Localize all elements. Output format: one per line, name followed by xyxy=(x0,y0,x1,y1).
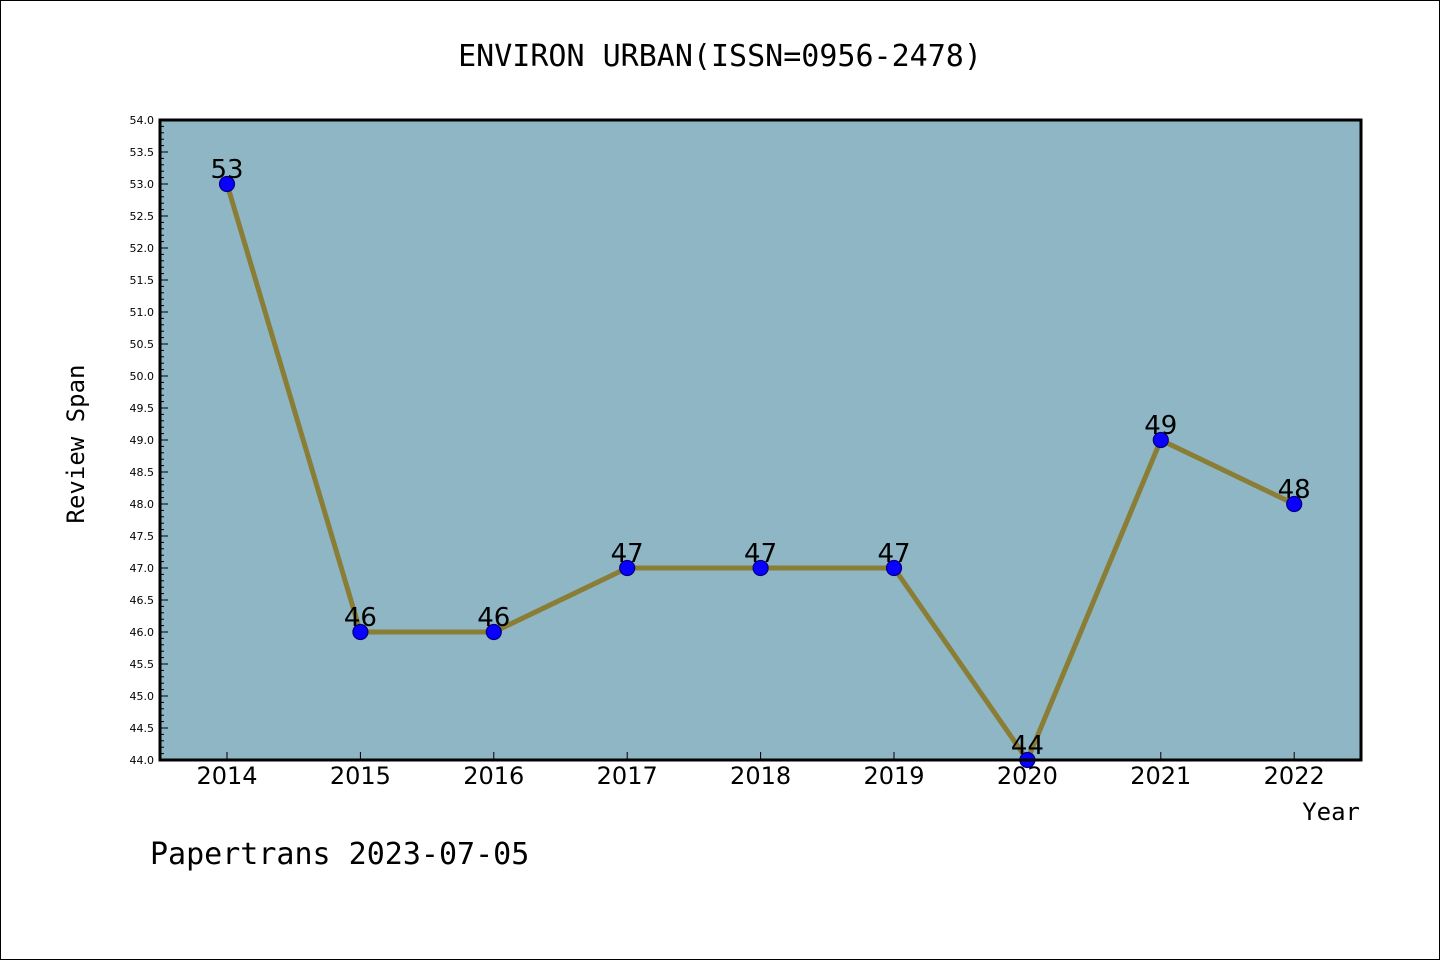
data-point xyxy=(619,559,636,577)
x-tick-label: 2016 xyxy=(463,762,524,790)
data-label: 48 xyxy=(1278,475,1311,505)
data-label: 47 xyxy=(611,539,644,569)
y-tick-label: 49.5 xyxy=(130,402,155,415)
y-tick-label: 44.5 xyxy=(130,722,155,735)
y-tick-label: 51.5 xyxy=(130,274,155,287)
data-label: 53 xyxy=(210,155,243,185)
data-label: 49 xyxy=(1144,411,1177,441)
y-tick-label: 53.5 xyxy=(130,146,155,159)
y-tick-label: 48.5 xyxy=(130,466,155,479)
y-tick-label: 44.0 xyxy=(130,754,155,767)
x-tick-label: 2022 xyxy=(1264,762,1325,790)
plot-border xyxy=(158,118,1363,762)
y-axis-label: Review Span xyxy=(62,365,90,524)
x-tick-label: 2019 xyxy=(863,762,924,790)
data-label: 46 xyxy=(344,603,377,633)
data-label: 46 xyxy=(477,603,510,633)
data-labels: 53 46 46 47 47 47 44 49 48 xyxy=(210,155,1310,761)
data-point xyxy=(752,559,769,577)
data-point xyxy=(885,559,903,577)
y-tick-label: 45.5 xyxy=(130,658,155,671)
y-tick-label: 46.0 xyxy=(130,626,155,639)
y-tick-label: 52.0 xyxy=(130,242,155,255)
y-tick-label: 54.0 xyxy=(130,114,155,127)
data-point xyxy=(1286,495,1303,513)
x-tick-label: 2014 xyxy=(196,762,257,790)
x-tick-label: 2021 xyxy=(1130,762,1191,790)
x-axis-label: Year xyxy=(1302,798,1360,826)
y-tick-label: 53.0 xyxy=(130,178,155,191)
data-label: 47 xyxy=(744,539,777,569)
y-tick-label: 50.0 xyxy=(130,370,155,383)
data-label: 47 xyxy=(877,539,910,569)
data-label: 44 xyxy=(1011,731,1044,761)
x-tick-label: 2017 xyxy=(597,762,658,790)
footer-text: Papertrans 2023-07-05 xyxy=(150,837,529,872)
y-tick-label: 45.0 xyxy=(130,690,155,703)
y-tick-label: 52.5 xyxy=(130,210,155,223)
y-tick-label: 50.5 xyxy=(130,338,155,351)
data-point xyxy=(218,175,236,193)
y-tick-label: 49.0 xyxy=(130,434,155,447)
plot-area xyxy=(160,120,1361,760)
y-tick-label: 47.0 xyxy=(130,562,155,575)
data-point xyxy=(1152,431,1169,449)
y-tick-label: 51.0 xyxy=(130,306,155,319)
data-point xyxy=(485,623,502,641)
x-tick-label: 2018 xyxy=(730,762,791,790)
data-point xyxy=(352,623,369,641)
x-axis: 2014 2015 2016 2017 2018 2019 2020 2021 2022 xyxy=(196,752,1325,790)
x-tick-label: 2015 xyxy=(330,762,391,790)
y-axis: 44.0 44.5 45.0 45.5 46.0 46.5 47.0 47.5 48.0 48.5… xyxy=(130,114,168,767)
y-tick-label: 47.5 xyxy=(130,530,155,543)
y-tick-label: 46.5 xyxy=(130,594,155,607)
y-tick-label: 48.0 xyxy=(130,498,155,511)
chart-title: ENVIRON URBAN(ISSN=0956-2478) xyxy=(458,39,982,74)
